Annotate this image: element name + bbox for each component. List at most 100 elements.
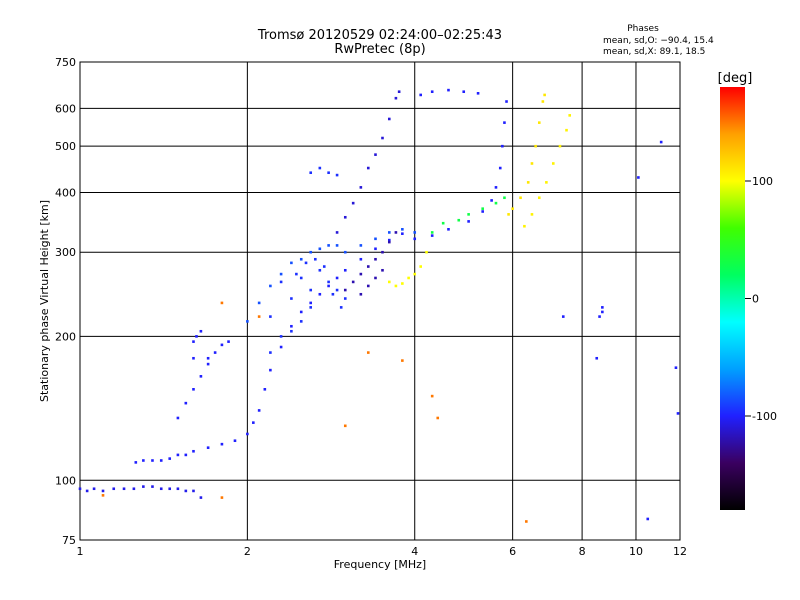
data-point: [151, 485, 154, 488]
y-tick-label: 200: [55, 330, 76, 343]
data-point: [279, 335, 283, 338]
data-point: [595, 356, 599, 360]
chart-title: Tromsø 20120529 02:24:00–02:25:43: [257, 28, 502, 43]
data-point: [206, 356, 210, 360]
data-point: [279, 272, 283, 276]
data-point: [490, 199, 493, 202]
plot-frame: [79, 61, 681, 541]
data-point: [598, 315, 601, 318]
data-point: [511, 207, 514, 210]
data-point: [299, 276, 303, 280]
data-point: [659, 140, 663, 144]
colorbar-tick-label: 0: [752, 293, 759, 306]
data-point: [534, 144, 537, 148]
data-point: [447, 88, 450, 92]
data-point: [279, 345, 283, 349]
data-point: [279, 280, 283, 284]
y-tick-label: 500: [55, 140, 76, 153]
x-tick-label: 10: [629, 545, 643, 558]
data-point: [142, 459, 145, 462]
data-point: [220, 442, 224, 446]
data-point: [381, 250, 384, 254]
data-point: [537, 196, 541, 200]
data-point: [476, 92, 480, 95]
colorbar-ticks: 100 0 -100: [745, 175, 777, 423]
data-point: [318, 166, 322, 170]
data-point: [343, 250, 347, 254]
data-point: [359, 272, 363, 276]
data-point: [206, 446, 210, 449]
data-point: [343, 288, 347, 292]
data-point: [192, 340, 195, 343]
data-point: [374, 153, 377, 156]
data-point: [419, 265, 422, 268]
data-point: [206, 362, 210, 366]
data-point: [132, 487, 136, 491]
x-tick-label: 12: [673, 545, 687, 558]
data-point: [401, 282, 404, 285]
data-point: [199, 375, 203, 378]
data-point: [101, 494, 105, 497]
data-point: [425, 250, 428, 254]
data-point: [176, 453, 180, 457]
y-tick-label: 100: [55, 474, 76, 487]
y-tick-label: 750: [55, 56, 76, 69]
data-point: [290, 261, 293, 265]
data-point: [309, 250, 313, 254]
data-point: [494, 201, 498, 205]
data-point: [507, 213, 510, 216]
data-point: [601, 306, 604, 309]
data-point: [168, 487, 172, 491]
data-point: [327, 284, 330, 288]
data-point: [401, 228, 404, 231]
data-point: [343, 297, 347, 300]
data-point: [213, 351, 217, 354]
data-point: [199, 496, 203, 499]
data-point: [430, 234, 434, 237]
data-point: [374, 237, 377, 241]
data-point: [246, 320, 249, 323]
data-point: [299, 320, 303, 323]
colorbar-tick-label: 100: [752, 175, 773, 188]
data-point: [401, 359, 404, 362]
data-point: [257, 315, 261, 318]
data-point: [327, 171, 330, 175]
y-tick-labels: 75 100 200 300 400 500 600 750: [55, 56, 76, 547]
data-point: [295, 272, 298, 276]
data-point: [401, 232, 404, 235]
colorbar-label: [deg]: [718, 71, 753, 86]
data-point: [195, 335, 198, 338]
data-point: [561, 315, 565, 318]
data-point: [252, 421, 255, 424]
data-point: [674, 366, 678, 369]
data-point: [366, 284, 370, 288]
data-point: [335, 244, 339, 247]
data-point: [335, 276, 339, 280]
data-point: [220, 301, 224, 305]
data-point: [327, 280, 330, 284]
data-point: [481, 207, 484, 210]
data-point: [257, 301, 261, 305]
data-point: [192, 449, 195, 453]
phases-line-x: mean, sd,X: 89.1, 18.5: [603, 47, 705, 57]
data-point: [359, 186, 363, 189]
data-point: [176, 487, 180, 491]
data-point: [568, 114, 572, 117]
data-point: [343, 424, 347, 428]
data-point: [309, 171, 313, 175]
data-point: [481, 210, 484, 213]
data-point: [290, 297, 293, 300]
data-point: [394, 284, 398, 288]
data-point: [151, 459, 154, 462]
data-point: [78, 487, 82, 491]
data-point: [142, 485, 145, 488]
y-tick-label: 300: [55, 246, 76, 259]
data-point: [430, 394, 434, 398]
data-point: [257, 409, 261, 412]
data-point: [227, 340, 230, 343]
data-point: [374, 276, 377, 280]
data-point: [269, 368, 272, 372]
data-point: [457, 218, 461, 222]
data-point: [374, 257, 377, 261]
